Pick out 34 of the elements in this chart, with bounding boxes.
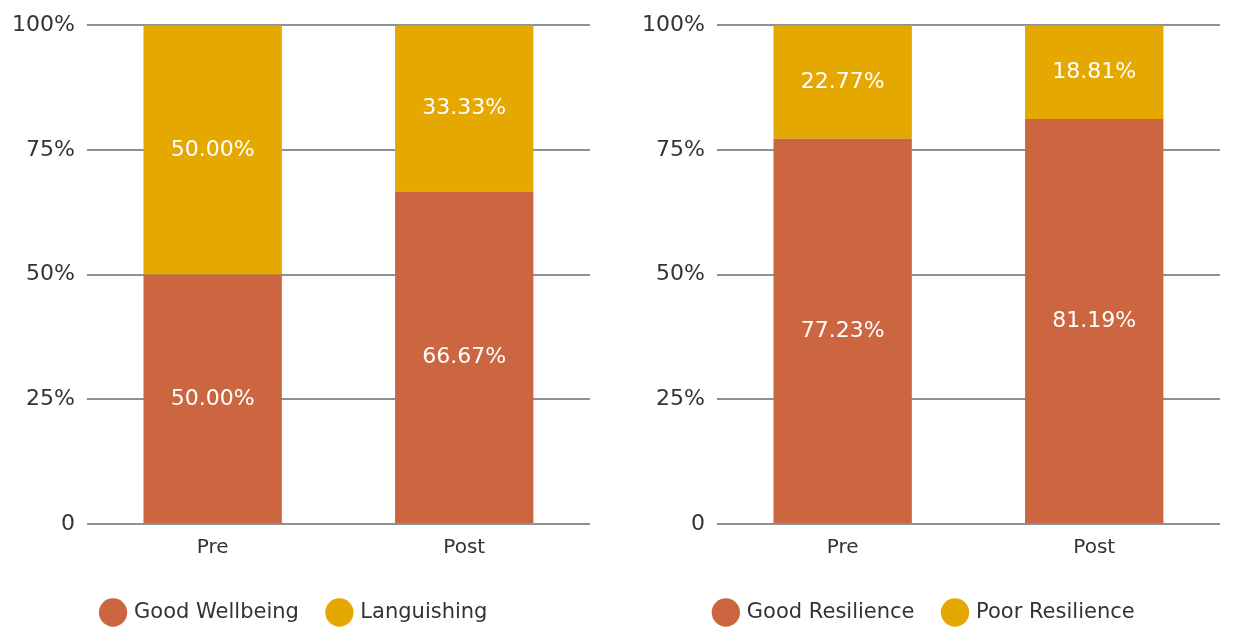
bar [1025, 25, 1164, 120]
legend-label: Languishing [360, 598, 488, 623]
y-tick-label: 25% [655, 385, 705, 411]
data-label: 81.19% [1052, 306, 1137, 332]
legend-label: Good Resilience [746, 598, 915, 623]
bar [773, 25, 912, 139]
bar [773, 138, 912, 523]
data-label: 33.33% [422, 94, 507, 120]
y-tick-label: 100% [11, 10, 75, 36]
bar [1025, 119, 1164, 523]
bar [143, 274, 282, 523]
x-tick-label: Pre [196, 534, 229, 559]
data-label: 50.00% [170, 384, 255, 410]
y-tick-label: 75% [655, 135, 705, 161]
x-tick-label: Post [443, 534, 486, 559]
legend-label: Poor Resilience [976, 598, 1135, 623]
bar [143, 25, 282, 275]
data-label: 18.81% [1052, 57, 1137, 83]
y-tick-label: 100% [641, 10, 705, 36]
y-tick-label: 0 [690, 509, 705, 535]
x-tick-label: Pre [826, 534, 859, 559]
bar [395, 191, 534, 523]
data-label: 77.23% [800, 316, 885, 342]
x-tick-label: Post [1073, 534, 1116, 559]
legend-label: Good Wellbeing [134, 598, 299, 623]
y-tick-label: 25% [25, 385, 75, 411]
y-tick-label: 0 [60, 509, 75, 535]
data-label: 66.67% [422, 342, 507, 368]
data-label: 22.77% [800, 67, 885, 93]
y-tick-label: 50% [655, 260, 705, 286]
bar [395, 25, 534, 192]
data-label: 50.00% [170, 135, 255, 161]
y-tick-label: 50% [25, 260, 75, 286]
y-tick-label: 75% [25, 135, 75, 161]
